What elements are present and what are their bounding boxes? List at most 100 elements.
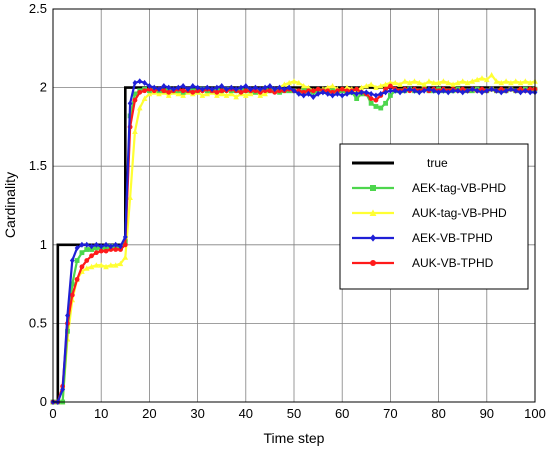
data-point: [325, 90, 331, 97]
data-point: [503, 87, 509, 94]
data-point: [228, 90, 235, 97]
data-point: [147, 86, 152, 92]
data-point: [339, 92, 345, 99]
data-point: [522, 78, 529, 84]
data-point: [517, 79, 524, 86]
data-point: [108, 247, 114, 252]
data-point: [199, 92, 206, 98]
data-point: [488, 72, 495, 78]
data-point: [503, 78, 509, 84]
data-point: [368, 100, 374, 106]
data-point: [445, 79, 452, 86]
data-point: [368, 96, 374, 102]
data-point: [218, 90, 225, 97]
data-point: [315, 90, 321, 97]
data-point: [306, 90, 311, 97]
data-point: [281, 86, 287, 93]
data-point: [421, 87, 427, 94]
legend-item: AUK-tag-VB-PHD: [352, 206, 507, 220]
data-point: [334, 88, 340, 94]
data-point: [301, 92, 307, 99]
data-point: [363, 83, 370, 89]
data-point: [117, 260, 124, 267]
data-point: [412, 87, 417, 94]
data-point: [286, 79, 292, 86]
data-point: [272, 89, 278, 95]
data-point: [421, 81, 427, 87]
data-point: [330, 89, 335, 95]
data-point: [156, 90, 162, 97]
data-point: [103, 241, 109, 248]
data-point: [383, 89, 388, 96]
data-point: [484, 87, 490, 94]
legend-item: AEK-tag-VB-PHD: [352, 181, 506, 195]
data-point: [378, 90, 384, 97]
data-point: [88, 263, 95, 270]
plot-frame: [52, 8, 536, 403]
data-point: [74, 258, 80, 263]
y-tick-labels: 0 0.5 1 1.5 2 2.5: [29, 1, 47, 409]
data-point: [392, 79, 399, 86]
data-point: [397, 89, 403, 96]
data-point: [272, 86, 278, 93]
data-point: [214, 92, 220, 98]
data-point: [527, 89, 533, 96]
data-point: [464, 79, 471, 86]
data-point: [267, 83, 273, 90]
data-point: [508, 79, 514, 86]
data-point: [93, 250, 99, 256]
data-point: [74, 244, 80, 251]
y-tick-label: 0.5: [29, 315, 47, 330]
data-point: [479, 86, 485, 92]
data-point: [354, 86, 360, 92]
data-point: [368, 90, 374, 97]
data-point: [200, 86, 205, 93]
data-point: [460, 89, 466, 96]
data-point: [136, 105, 143, 111]
data-point: [498, 89, 504, 96]
data-point: [190, 83, 196, 90]
data-point: [382, 81, 389, 87]
data-point: [459, 78, 466, 84]
x-tick-label: 60: [335, 406, 349, 421]
data-point: [89, 247, 94, 252]
x-tick-label: 70: [383, 406, 397, 421]
data-point: [122, 233, 128, 240]
data-point: [518, 86, 523, 92]
data-point: [127, 100, 133, 107]
data-point: [397, 81, 403, 87]
data-point: [214, 84, 220, 91]
data-point: [142, 88, 147, 94]
data-point: [118, 247, 123, 252]
data-point: [469, 78, 476, 84]
data-point: [450, 87, 456, 94]
data-point: [402, 87, 408, 94]
data-point: [324, 84, 331, 90]
y-axis-label: Cardinality: [2, 172, 18, 238]
data-point: [127, 194, 133, 201]
data-point: [103, 263, 109, 270]
data-point: [219, 88, 225, 94]
data-point: [84, 241, 90, 248]
data-point: [388, 87, 393, 94]
data-point: [445, 89, 451, 96]
data-point: [527, 86, 533, 92]
data-point: [334, 90, 340, 97]
data-point: [296, 90, 302, 97]
x-tick-label: 0: [49, 406, 56, 421]
data-point: [373, 104, 379, 109]
data-point: [195, 84, 200, 91]
data-point: [460, 86, 466, 92]
data-point: [465, 87, 470, 94]
y-tick-label: 2.5: [29, 1, 47, 16]
data-point: [373, 92, 379, 99]
series-aek-vb-tphd: [50, 78, 538, 405]
data-point: [69, 281, 75, 287]
x-tick-label: 50: [287, 406, 301, 421]
data-point: [171, 86, 176, 93]
data-point: [175, 90, 182, 97]
data-point: [455, 87, 461, 94]
legend-label: AEK-tag-VB-PHD: [412, 181, 506, 195]
data-point: [122, 242, 128, 248]
